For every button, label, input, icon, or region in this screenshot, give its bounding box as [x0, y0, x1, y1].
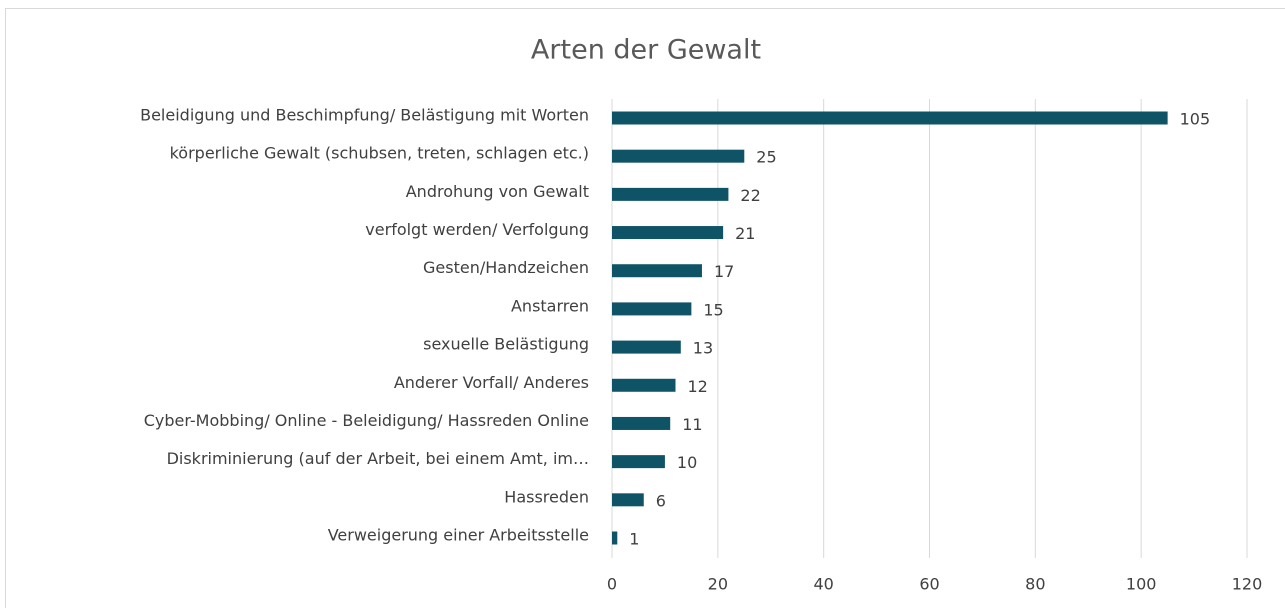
y-tick-label: körperliche Gewalt (schubsen, treten, sc… [170, 144, 589, 163]
bar [612, 226, 724, 240]
bar [612, 416, 671, 430]
y-tick-label: Beleidigung und Beschimpfung/ Belästigun… [140, 106, 589, 125]
y-tick-label: Androhung von Gewalt [406, 182, 589, 201]
bar [612, 111, 1168, 125]
data-label: 10 [677, 453, 697, 472]
y-tick-label: sexuelle Belästigung [423, 335, 589, 354]
data-label: 25 [756, 148, 776, 167]
data-label: 17 [714, 262, 734, 281]
chart-title: Arten der Gewalt [531, 35, 761, 66]
bar [612, 493, 644, 507]
data-label: 21 [735, 224, 755, 243]
x-tick-label: 40 [813, 575, 833, 594]
y-tick-label: Anstarren [511, 296, 589, 315]
bar [612, 340, 681, 354]
data-label: 1 [629, 530, 639, 549]
bar [612, 455, 665, 469]
bar [612, 531, 618, 545]
y-tick-label: verfolgt werden/ Verfolgung [365, 220, 589, 239]
bar [612, 264, 702, 278]
bar [612, 149, 745, 163]
data-label: 13 [693, 339, 713, 358]
x-tick-label: 60 [919, 575, 939, 594]
data-label: 15 [703, 300, 723, 319]
data-label: 105 [1180, 110, 1211, 129]
data-label: 11 [682, 415, 702, 434]
bar [612, 378, 676, 392]
x-tick-label: 120 [1232, 575, 1263, 594]
y-tick-label: Hassreden [504, 487, 589, 506]
data-label: 6 [656, 491, 666, 510]
bar [612, 302, 692, 316]
data-label: 12 [688, 377, 708, 396]
y-tick-label: Cyber-Mobbing/ Online - Beleidigung/ Has… [144, 411, 589, 430]
y-tick-label: Verweigerung einer Arbeitsstelle [328, 526, 589, 545]
bar [612, 187, 729, 201]
y-tick-label: Anderer Vorfall/ Anderes [394, 373, 589, 392]
x-tick-label: 80 [1025, 575, 1045, 594]
x-tick-label: 100 [1126, 575, 1157, 594]
x-tick-label: 20 [708, 575, 728, 594]
x-tick-label: 0 [607, 575, 617, 594]
y-tick-label: Diskriminierung (auf der Arbeit, bei ein… [167, 449, 589, 468]
y-tick-label: Gesten/Handzeichen [423, 258, 589, 277]
data-label: 22 [740, 186, 760, 205]
